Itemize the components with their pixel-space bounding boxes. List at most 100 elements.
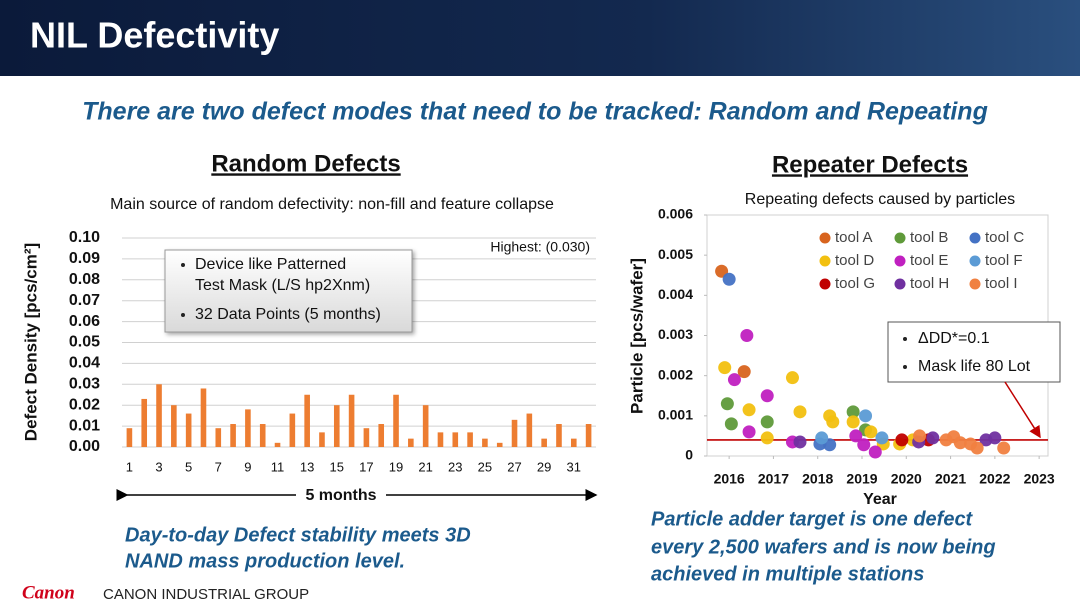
x-axis-label: Year (863, 491, 897, 508)
bar (289, 413, 296, 447)
x-tick-label: 23 (448, 459, 462, 474)
legend-swatch (969, 255, 981, 267)
point (846, 405, 860, 419)
point (793, 435, 807, 449)
x-tick-label: 5 (185, 459, 192, 474)
legend-swatch (819, 232, 831, 244)
info-box (887, 321, 1061, 383)
y-tick-label: 0.003 (658, 326, 693, 342)
point (875, 431, 889, 445)
bar (215, 428, 222, 447)
bar (526, 413, 533, 447)
bar (378, 424, 385, 447)
point (785, 371, 799, 385)
footer-text: CANON INDUSTRIAL GROUP (103, 586, 309, 603)
x-tick-label: 15 (330, 459, 344, 474)
legend-swatch (969, 278, 981, 290)
box-text: ΔDD*=0.1 (918, 330, 990, 347)
bar (141, 398, 148, 447)
bar (452, 432, 459, 447)
point (953, 436, 967, 450)
y-tick-label: 0.00 (69, 438, 100, 455)
point (720, 397, 734, 411)
point (846, 415, 860, 429)
point (849, 429, 863, 443)
caption: Day-to-day Defect stability meets 3D (125, 524, 471, 546)
x-tick-label: 19 (389, 459, 403, 474)
bullet (903, 365, 907, 369)
x-tick-label: 2018 (802, 471, 833, 487)
bar (185, 413, 192, 447)
point (722, 272, 736, 286)
bar (319, 432, 325, 447)
point (826, 415, 840, 429)
bar (126, 428, 133, 447)
y-tick-label: 0.08 (69, 271, 100, 288)
legend-label: tool F (985, 252, 1023, 269)
point (988, 431, 1002, 445)
x-tick-label: 9 (244, 459, 251, 474)
y-tick-label: 0.02 (69, 396, 100, 413)
header-title: NIL Defectivity (30, 15, 279, 56)
point (815, 431, 829, 445)
bar (230, 424, 236, 447)
x-tick-label: 29 (537, 459, 551, 474)
bar (363, 428, 370, 447)
subtitle: There are two defect modes that need to … (82, 98, 988, 126)
bar (304, 394, 310, 447)
point (926, 431, 940, 445)
bar (422, 405, 429, 447)
x-tick-label: 25 (478, 459, 492, 474)
caption: achieved in multiple stations (651, 563, 924, 585)
bar (585, 424, 592, 447)
y-tick-label: 0.07 (69, 292, 100, 309)
x-tick-label: 2019 (846, 471, 877, 487)
bar (200, 388, 207, 447)
bar (570, 438, 577, 447)
chart-subtitle: Repeating defects caused by particles (745, 191, 1015, 208)
legend-swatch (969, 232, 981, 244)
x-tick-label: 7 (215, 459, 222, 474)
bar (171, 405, 177, 447)
legend-label: tool I (985, 275, 1018, 292)
x-axis-label: 5 months (305, 487, 376, 504)
box-text: Mask life 80 Lot (918, 358, 1031, 375)
y-tick-label: 0 (685, 447, 693, 463)
annotation: Highest: (0.030) (490, 239, 590, 255)
legend-label: tool D (835, 252, 874, 269)
bar (259, 424, 266, 447)
y-tick-label: 0.03 (69, 376, 100, 393)
x-tick-label: 17 (359, 459, 373, 474)
point (793, 405, 807, 419)
legend-label: tool A (835, 229, 873, 246)
chart-title: Random Defects (211, 150, 400, 177)
bar (393, 394, 399, 447)
box-text: Test Mask (L/S hp2Xnm) (195, 277, 370, 294)
point (740, 329, 754, 342)
legend-label: tool H (910, 275, 949, 292)
chart-subtitle: Main source of random defectivity: non-f… (110, 196, 554, 213)
bar (348, 394, 355, 447)
bar (541, 438, 547, 447)
bullet (181, 313, 185, 317)
legend-label: tool C (985, 229, 1024, 246)
caption: Particle adder target is one defect (651, 508, 974, 530)
point (868, 445, 882, 459)
y-tick-label: 0.06 (69, 313, 100, 330)
y-tick-label: 0.09 (69, 250, 100, 267)
legend-swatch (819, 255, 831, 267)
point (970, 441, 984, 455)
y-tick-label: 0.10 (69, 229, 100, 246)
caption: every 2,500 wafers and is now being (651, 536, 996, 558)
x-tick-label: 3 (155, 459, 162, 474)
x-tick-label: 2016 (714, 471, 745, 487)
point (913, 429, 927, 443)
point (724, 417, 738, 431)
label-bg (296, 485, 386, 505)
point (859, 409, 873, 423)
x-tick-label: 31 (567, 459, 581, 474)
point (864, 425, 878, 439)
y-tick-label: 0.004 (658, 286, 693, 302)
footer-logo: Canon (22, 582, 75, 603)
legend-swatch (894, 255, 906, 267)
